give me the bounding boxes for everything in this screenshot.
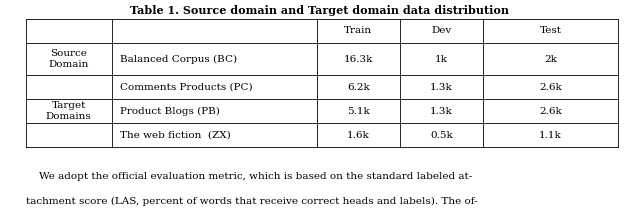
Text: Test: Test — [540, 26, 561, 35]
Text: 1.3k: 1.3k — [430, 83, 453, 92]
Text: Source
Domain: Source Domain — [49, 49, 89, 69]
Text: Table 1. Source domain and Target domain data distribution: Table 1. Source domain and Target domain… — [131, 5, 509, 16]
Text: 1.6k: 1.6k — [347, 131, 370, 140]
Text: The web fiction  (ZX): The web fiction (ZX) — [120, 131, 230, 140]
Text: 1.1k: 1.1k — [539, 131, 562, 140]
Text: 0.5k: 0.5k — [430, 131, 453, 140]
Text: 6.2k: 6.2k — [347, 83, 370, 92]
Text: Train: Train — [344, 26, 372, 35]
Text: Comments Products (PC): Comments Products (PC) — [120, 83, 252, 92]
Text: 5.1k: 5.1k — [347, 107, 370, 116]
Text: Balanced Corpus (BC): Balanced Corpus (BC) — [120, 55, 237, 64]
Text: Target
Domains: Target Domains — [46, 101, 92, 121]
Text: 1k: 1k — [435, 55, 448, 64]
Text: 1.3k: 1.3k — [430, 107, 453, 116]
Text: Product Blogs (PB): Product Blogs (PB) — [120, 107, 220, 116]
Text: We adopt the official evaluation metric, which is based on the standard labeled : We adopt the official evaluation metric,… — [26, 172, 472, 181]
Text: 2.6k: 2.6k — [539, 83, 562, 92]
Text: 2.6k: 2.6k — [539, 107, 562, 116]
Text: tachment score (LAS, percent of words that receive correct heads and labels). Th: tachment score (LAS, percent of words th… — [26, 196, 477, 206]
Text: Dev: Dev — [431, 26, 452, 35]
Text: 16.3k: 16.3k — [344, 55, 373, 64]
Text: 2k: 2k — [544, 55, 557, 64]
